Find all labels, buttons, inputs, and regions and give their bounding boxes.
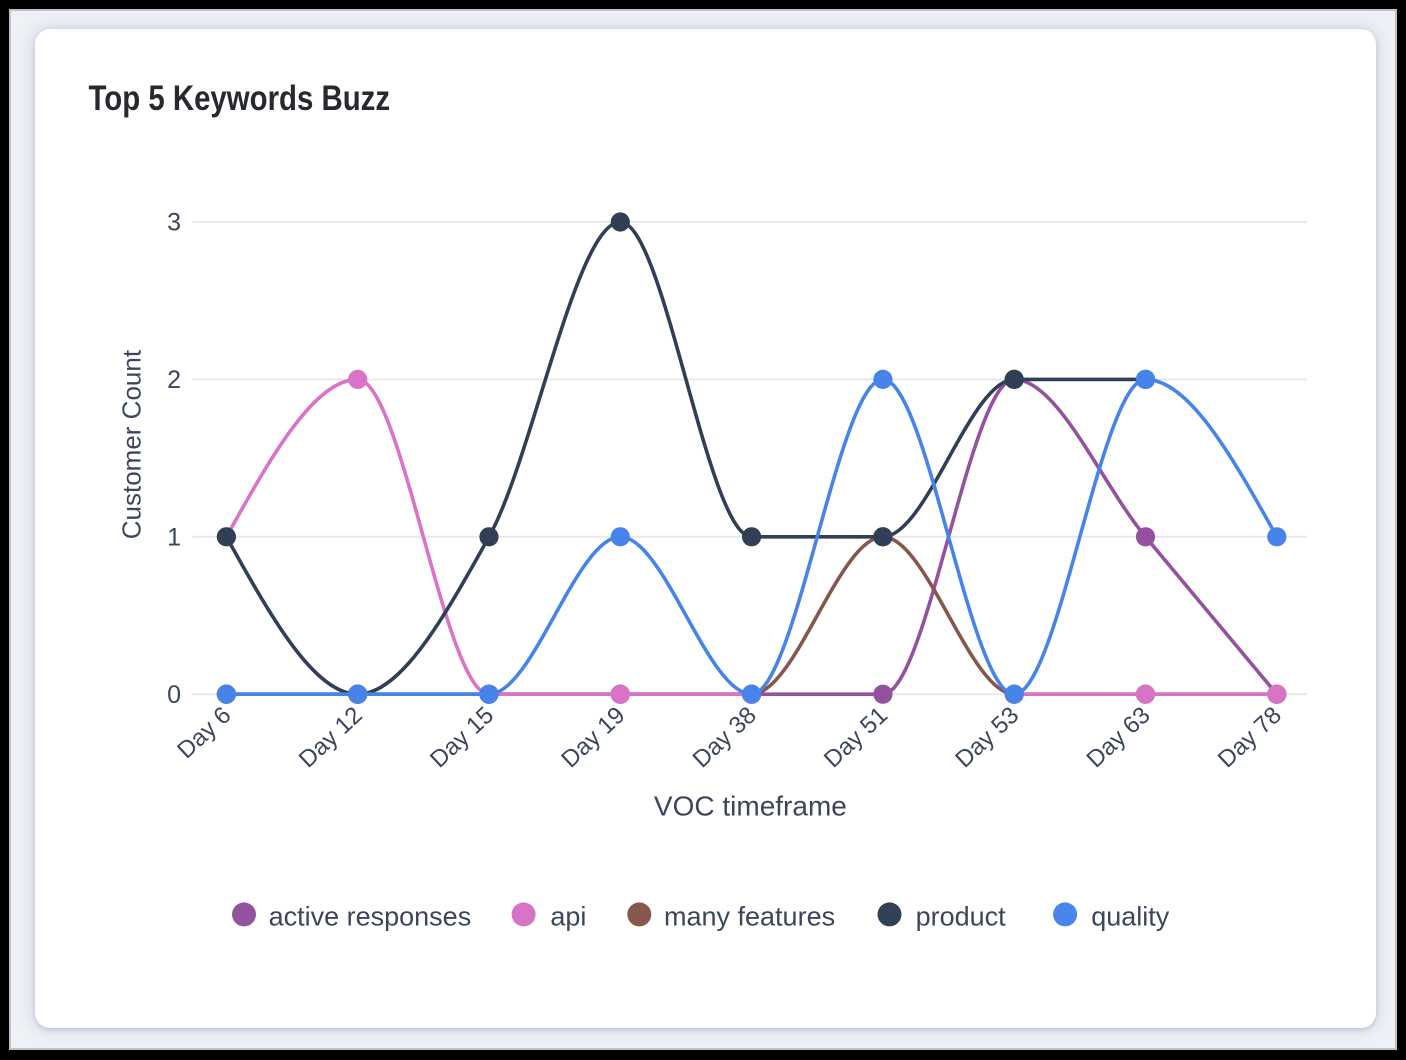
svg-text:2: 2 (167, 366, 181, 394)
svg-text:Day 15: Day 15 (425, 702, 499, 774)
svg-text:3: 3 (167, 209, 181, 237)
svg-text:api: api (550, 902, 586, 932)
svg-text:Day 19: Day 19 (556, 702, 630, 774)
svg-text:Day 78: Day 78 (1213, 702, 1287, 774)
svg-text:Top 5 Keywords Buzz: Top 5 Keywords Buzz (89, 79, 391, 118)
svg-text:Day 51: Day 51 (819, 702, 893, 774)
svg-text:VOC timeframe: VOC timeframe (654, 791, 847, 822)
svg-text:product: product (916, 902, 1007, 932)
svg-text:Day 6: Day 6 (172, 702, 236, 765)
svg-text:quality: quality (1091, 902, 1170, 932)
svg-text:active responses: active responses (269, 902, 472, 932)
svg-text:Day 63: Day 63 (1082, 702, 1156, 774)
svg-text:Customer Count: Customer Count (117, 349, 147, 539)
svg-text:Day 12: Day 12 (294, 702, 368, 774)
svg-text:Day 53: Day 53 (950, 702, 1024, 774)
svg-text:many features: many features (664, 902, 835, 932)
svg-text:0: 0 (167, 681, 181, 709)
svg-text:1: 1 (167, 524, 181, 552)
svg-text:Day 38: Day 38 (688, 702, 762, 774)
